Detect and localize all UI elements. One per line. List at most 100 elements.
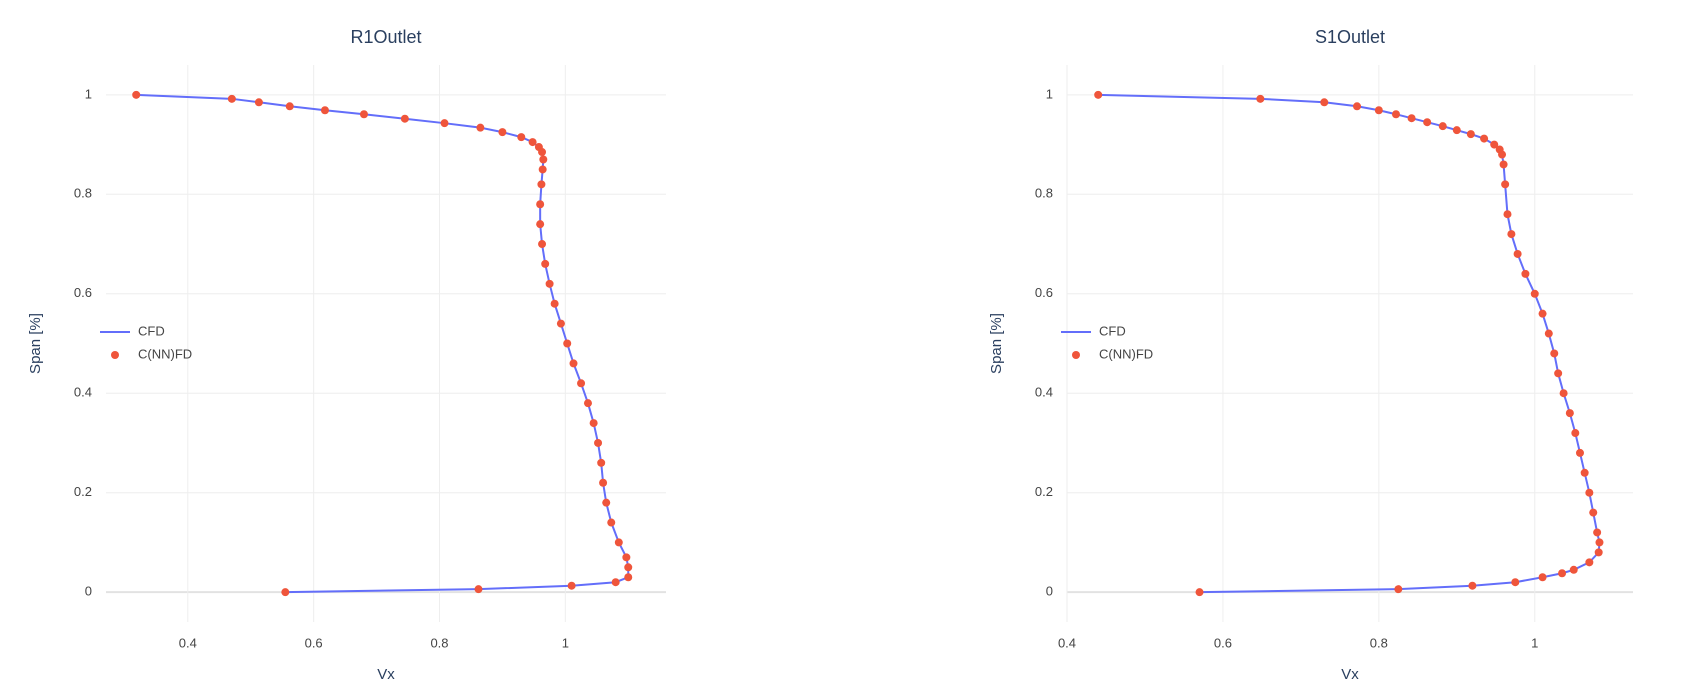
data-point [1594, 548, 1603, 557]
legend-label: CFD [138, 323, 165, 338]
data-point [1490, 140, 1499, 149]
y-tick-label: 0.2 [1035, 484, 1053, 499]
y-tick-label: 0.8 [1035, 186, 1053, 201]
data-point [569, 359, 578, 368]
x-axis-title: Vx [1341, 666, 1359, 683]
data-point [1585, 488, 1594, 497]
y-tick-label: 0.4 [74, 385, 92, 400]
data-point [1507, 230, 1516, 239]
data-point [528, 138, 537, 147]
data-point [583, 399, 592, 408]
data-point [1094, 90, 1103, 99]
data-point [594, 438, 603, 447]
data-point [611, 578, 620, 587]
x-tick-label: 0.8 [430, 635, 448, 650]
data-point [536, 200, 545, 209]
data-point [624, 563, 633, 572]
y-tick-label: 0.8 [74, 186, 92, 201]
x-tick-label: 0.6 [305, 635, 323, 650]
data-point [1511, 578, 1520, 587]
chart: R1Outlet Vx Span [%] 0 0.2 0.4 0.6 0.8 1 0.4 0.6 0.… [27, 27, 666, 683]
data-point [132, 90, 141, 99]
legend-marker [111, 351, 119, 359]
legend-label: C(NN)FD [1099, 346, 1153, 361]
data-point [536, 220, 545, 229]
data-point [1499, 160, 1508, 169]
data-point [538, 240, 547, 249]
data-point [1530, 289, 1539, 298]
data-point [1595, 538, 1604, 547]
x-tick-label: 0.4 [1058, 635, 1076, 650]
data-point [254, 98, 263, 107]
series-line [1098, 93, 1601, 594]
chart-title: R1Outlet [350, 27, 421, 47]
chart-title: S1Outlet [1315, 27, 1385, 47]
x-tick-label: 1 [562, 635, 569, 650]
data-point [281, 588, 290, 597]
data-point [1503, 210, 1512, 219]
data-point [1501, 180, 1510, 189]
data-point [498, 128, 507, 137]
data-point [1498, 150, 1507, 159]
data-point [320, 106, 329, 115]
data-point [541, 259, 550, 268]
legend-label: C(NN)FD [138, 346, 192, 361]
data-point [1580, 468, 1589, 477]
data-point [227, 94, 236, 103]
chart: S1Outlet Vx Span [%] 0 0.2 0.4 0.6 0.8 1 0.4 0.6 0.… [988, 27, 1633, 683]
y-axis-title: Span [%] [988, 313, 1005, 374]
data-point [1569, 565, 1578, 574]
y-tick-label: 1 [1046, 86, 1053, 101]
data-point [1374, 106, 1383, 115]
data-point [589, 419, 598, 428]
data-point [1468, 581, 1477, 590]
data-point [285, 102, 294, 111]
data-point [1589, 508, 1598, 517]
data-point [1452, 126, 1461, 135]
data-point [614, 538, 623, 547]
data-point [359, 110, 368, 119]
data-point [563, 339, 572, 348]
data-point [567, 581, 576, 590]
legend-marker [1072, 351, 1080, 359]
data-point [1407, 114, 1416, 123]
data-point [517, 133, 526, 142]
data-point [624, 573, 633, 582]
data-point [1559, 389, 1568, 398]
data-point [1480, 134, 1489, 143]
data-point [539, 155, 548, 164]
data-point [1391, 110, 1400, 119]
data-point [440, 119, 449, 128]
data-point [1575, 448, 1584, 457]
data-point [476, 123, 485, 132]
data-point [537, 180, 546, 189]
data-point [538, 148, 547, 157]
data-point [599, 478, 608, 487]
data-point [1538, 573, 1547, 582]
data-point [1558, 569, 1567, 578]
data-point [1554, 369, 1563, 378]
data-point [556, 319, 565, 328]
y-tick-label: 0.6 [1035, 285, 1053, 300]
data-point [1521, 269, 1530, 278]
y-axis-title: Span [%] [27, 313, 44, 374]
x-tick-label: 1 [1531, 635, 1538, 650]
data-point [1394, 585, 1403, 594]
data-point [622, 553, 631, 562]
data-point [1438, 122, 1447, 131]
y-tick-label: 0 [1046, 584, 1053, 599]
y-tick-label: 0.4 [1035, 385, 1053, 400]
series-line [136, 93, 630, 594]
data-point [1571, 429, 1580, 438]
data-point [1593, 528, 1602, 537]
data-point [550, 299, 559, 308]
data-point [1544, 329, 1553, 338]
data-point [1466, 130, 1475, 139]
data-point [597, 458, 606, 467]
data-point [400, 114, 409, 123]
data-point [1565, 409, 1574, 418]
data-point [538, 165, 547, 174]
x-tick-label: 0.8 [1370, 635, 1388, 650]
data-point [1353, 102, 1362, 111]
